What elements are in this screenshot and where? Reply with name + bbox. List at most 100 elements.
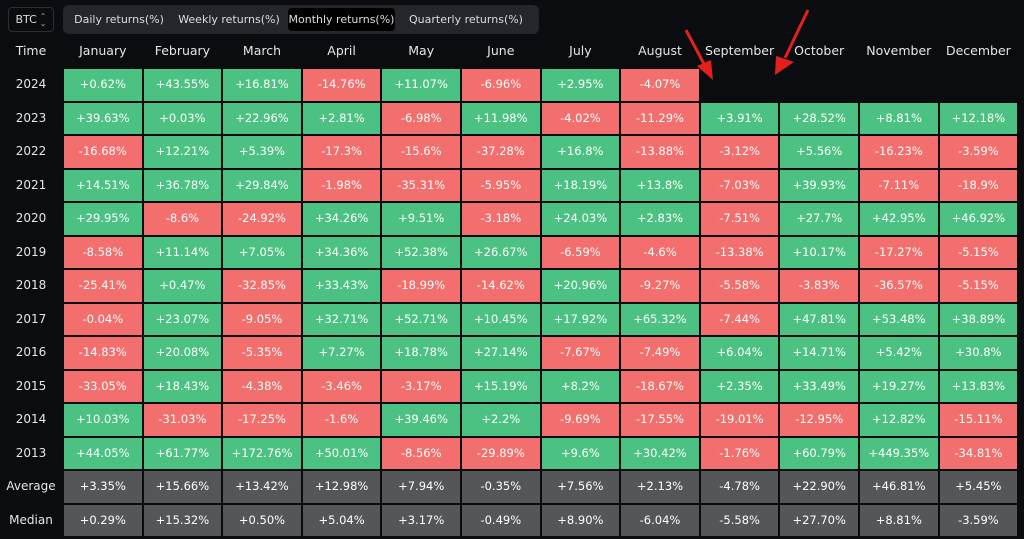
month-header: August xyxy=(638,43,682,58)
return-cell: +11.07% xyxy=(381,68,461,102)
return-cell: -8.58% xyxy=(63,235,143,269)
return-cell: +20.08% xyxy=(142,336,223,370)
stat-cell: +2.13% xyxy=(620,470,700,504)
stat-cell: -4.78% xyxy=(699,470,780,504)
return-cell: +65.32% xyxy=(620,302,700,336)
return-cell: -7.44% xyxy=(699,302,780,336)
return-cell: -5.15% xyxy=(938,269,1019,303)
return-cell: +8.2% xyxy=(540,369,621,403)
year-label: 2024 xyxy=(15,77,47,91)
return-cell: -29.89% xyxy=(461,436,541,470)
return-cell: -5.15% xyxy=(938,235,1019,269)
return-cell: +39.63% xyxy=(63,101,143,135)
return-cell: +27.7% xyxy=(779,202,859,236)
return-cell: +3.91% xyxy=(699,101,780,135)
return-cell: -16.68% xyxy=(63,135,143,169)
return-cell: +28.52% xyxy=(779,101,859,135)
month-header: December xyxy=(945,43,1011,58)
return-cell: -9.69% xyxy=(540,403,621,437)
return-cell: -13.38% xyxy=(699,235,780,269)
return-cell: -5.35% xyxy=(222,336,302,370)
return-cell: -6.98% xyxy=(381,101,461,135)
return-cell: +2.2% xyxy=(461,403,541,437)
return-cell: -5.95% xyxy=(461,168,541,202)
stat-cell: +3.35% xyxy=(63,470,143,504)
return-cell: +52.38% xyxy=(381,235,461,269)
return-cell: -0.04% xyxy=(63,302,143,336)
return-cell: -9.05% xyxy=(222,302,302,336)
return-cell: +30.42% xyxy=(620,436,700,470)
return-cell: -31.03% xyxy=(142,403,223,437)
stat-cell: -5.58% xyxy=(699,503,780,537)
return-cell: -1.6% xyxy=(301,403,382,437)
return-cell: +12.21% xyxy=(142,135,223,169)
return-cell: +10.17% xyxy=(779,235,859,269)
return-cell: +26.67% xyxy=(461,235,541,269)
return-cell: +17.92% xyxy=(540,302,621,336)
return-cell: +27.14% xyxy=(461,336,541,370)
return-cell: -4.02% xyxy=(540,101,621,135)
return-cell: +12.82% xyxy=(859,403,939,437)
return-cell: +60.79% xyxy=(779,436,859,470)
return-cell: -3.18% xyxy=(461,202,541,236)
tab-quarterly-returns[interactable]: Quarterly returns(%) xyxy=(409,13,523,26)
return-cell: -37.28% xyxy=(461,135,541,169)
return-cell: +13.83% xyxy=(938,369,1019,403)
tab-monthly-returns[interactable]: Monthly returns(%) xyxy=(288,8,395,31)
month-header: January xyxy=(79,43,127,58)
stat-cell: +5.04% xyxy=(301,503,382,537)
return-cell: -4.38% xyxy=(222,369,302,403)
year-label: 2017 xyxy=(15,311,47,326)
return-cell: +46.92% xyxy=(938,202,1019,236)
return-cell: -18.67% xyxy=(620,369,700,403)
month-header: November xyxy=(866,43,932,58)
return-cell: +5.56% xyxy=(779,135,859,169)
return-cell: -8.56% xyxy=(381,436,461,470)
return-cell: -34.81% xyxy=(938,436,1019,470)
month-header: July xyxy=(569,43,592,58)
return-cell: -17.55% xyxy=(620,403,700,437)
return-cell: +10.45% xyxy=(461,302,541,336)
return-cell: -15.11% xyxy=(938,403,1019,437)
stat-cell: +0.29% xyxy=(63,503,143,537)
tab-weekly-returns[interactable]: Weekly returns(%) xyxy=(178,13,280,26)
return-cell: +22.96% xyxy=(222,101,302,135)
return-cell: -36.57% xyxy=(859,269,939,303)
return-cell: +18.19% xyxy=(540,168,621,202)
time-header: Time xyxy=(15,43,47,58)
stat-cell: +15.66% xyxy=(142,470,223,504)
year-label: 2018 xyxy=(15,278,47,292)
return-cell: +7.05% xyxy=(222,235,302,269)
return-cell: +34.26% xyxy=(301,202,382,236)
return-cell: -1.98% xyxy=(301,168,382,202)
return-cell: +9.51% xyxy=(381,202,461,236)
return-cell: -33.05% xyxy=(63,369,143,403)
stat-row-label: Average xyxy=(6,479,56,493)
return-cell: -3.59% xyxy=(938,135,1019,169)
return-cell: +29.95% xyxy=(63,202,143,236)
return-cell: -7.51% xyxy=(699,202,780,236)
return-cell: +7.27% xyxy=(301,336,382,370)
return-cell: -1.76% xyxy=(699,436,780,470)
return-cell: +5.42% xyxy=(859,336,939,370)
return-cell: +39.93% xyxy=(779,168,859,202)
return-cell: -14.62% xyxy=(461,269,541,303)
returns-tab-bar: Daily returns(%) Weekly returns(%) Month… xyxy=(63,5,539,34)
asset-selector[interactable]: BTC ⌃ ⌄ xyxy=(8,7,54,32)
return-cell: +53.48% xyxy=(859,302,939,336)
tab-daily-returns[interactable]: Daily returns(%) xyxy=(74,13,164,26)
return-cell: -35.31% xyxy=(381,168,461,202)
month-header: September xyxy=(705,43,775,58)
return-cell: -14.83% xyxy=(63,336,143,370)
return-cell: +2.83% xyxy=(620,202,700,236)
return-cell: +16.8% xyxy=(540,135,621,169)
return-cell: +47.81% xyxy=(779,302,859,336)
return-cell: +32.71% xyxy=(301,302,382,336)
return-cell: -25.41% xyxy=(63,269,143,303)
return-cell: +2.35% xyxy=(699,369,780,403)
stat-cell: +8.81% xyxy=(859,503,939,537)
return-cell: +39.46% xyxy=(381,403,461,437)
stat-cell: +8.90% xyxy=(540,503,621,537)
return-cell: +10.03% xyxy=(63,403,143,437)
return-cell: -18.9% xyxy=(938,168,1019,202)
